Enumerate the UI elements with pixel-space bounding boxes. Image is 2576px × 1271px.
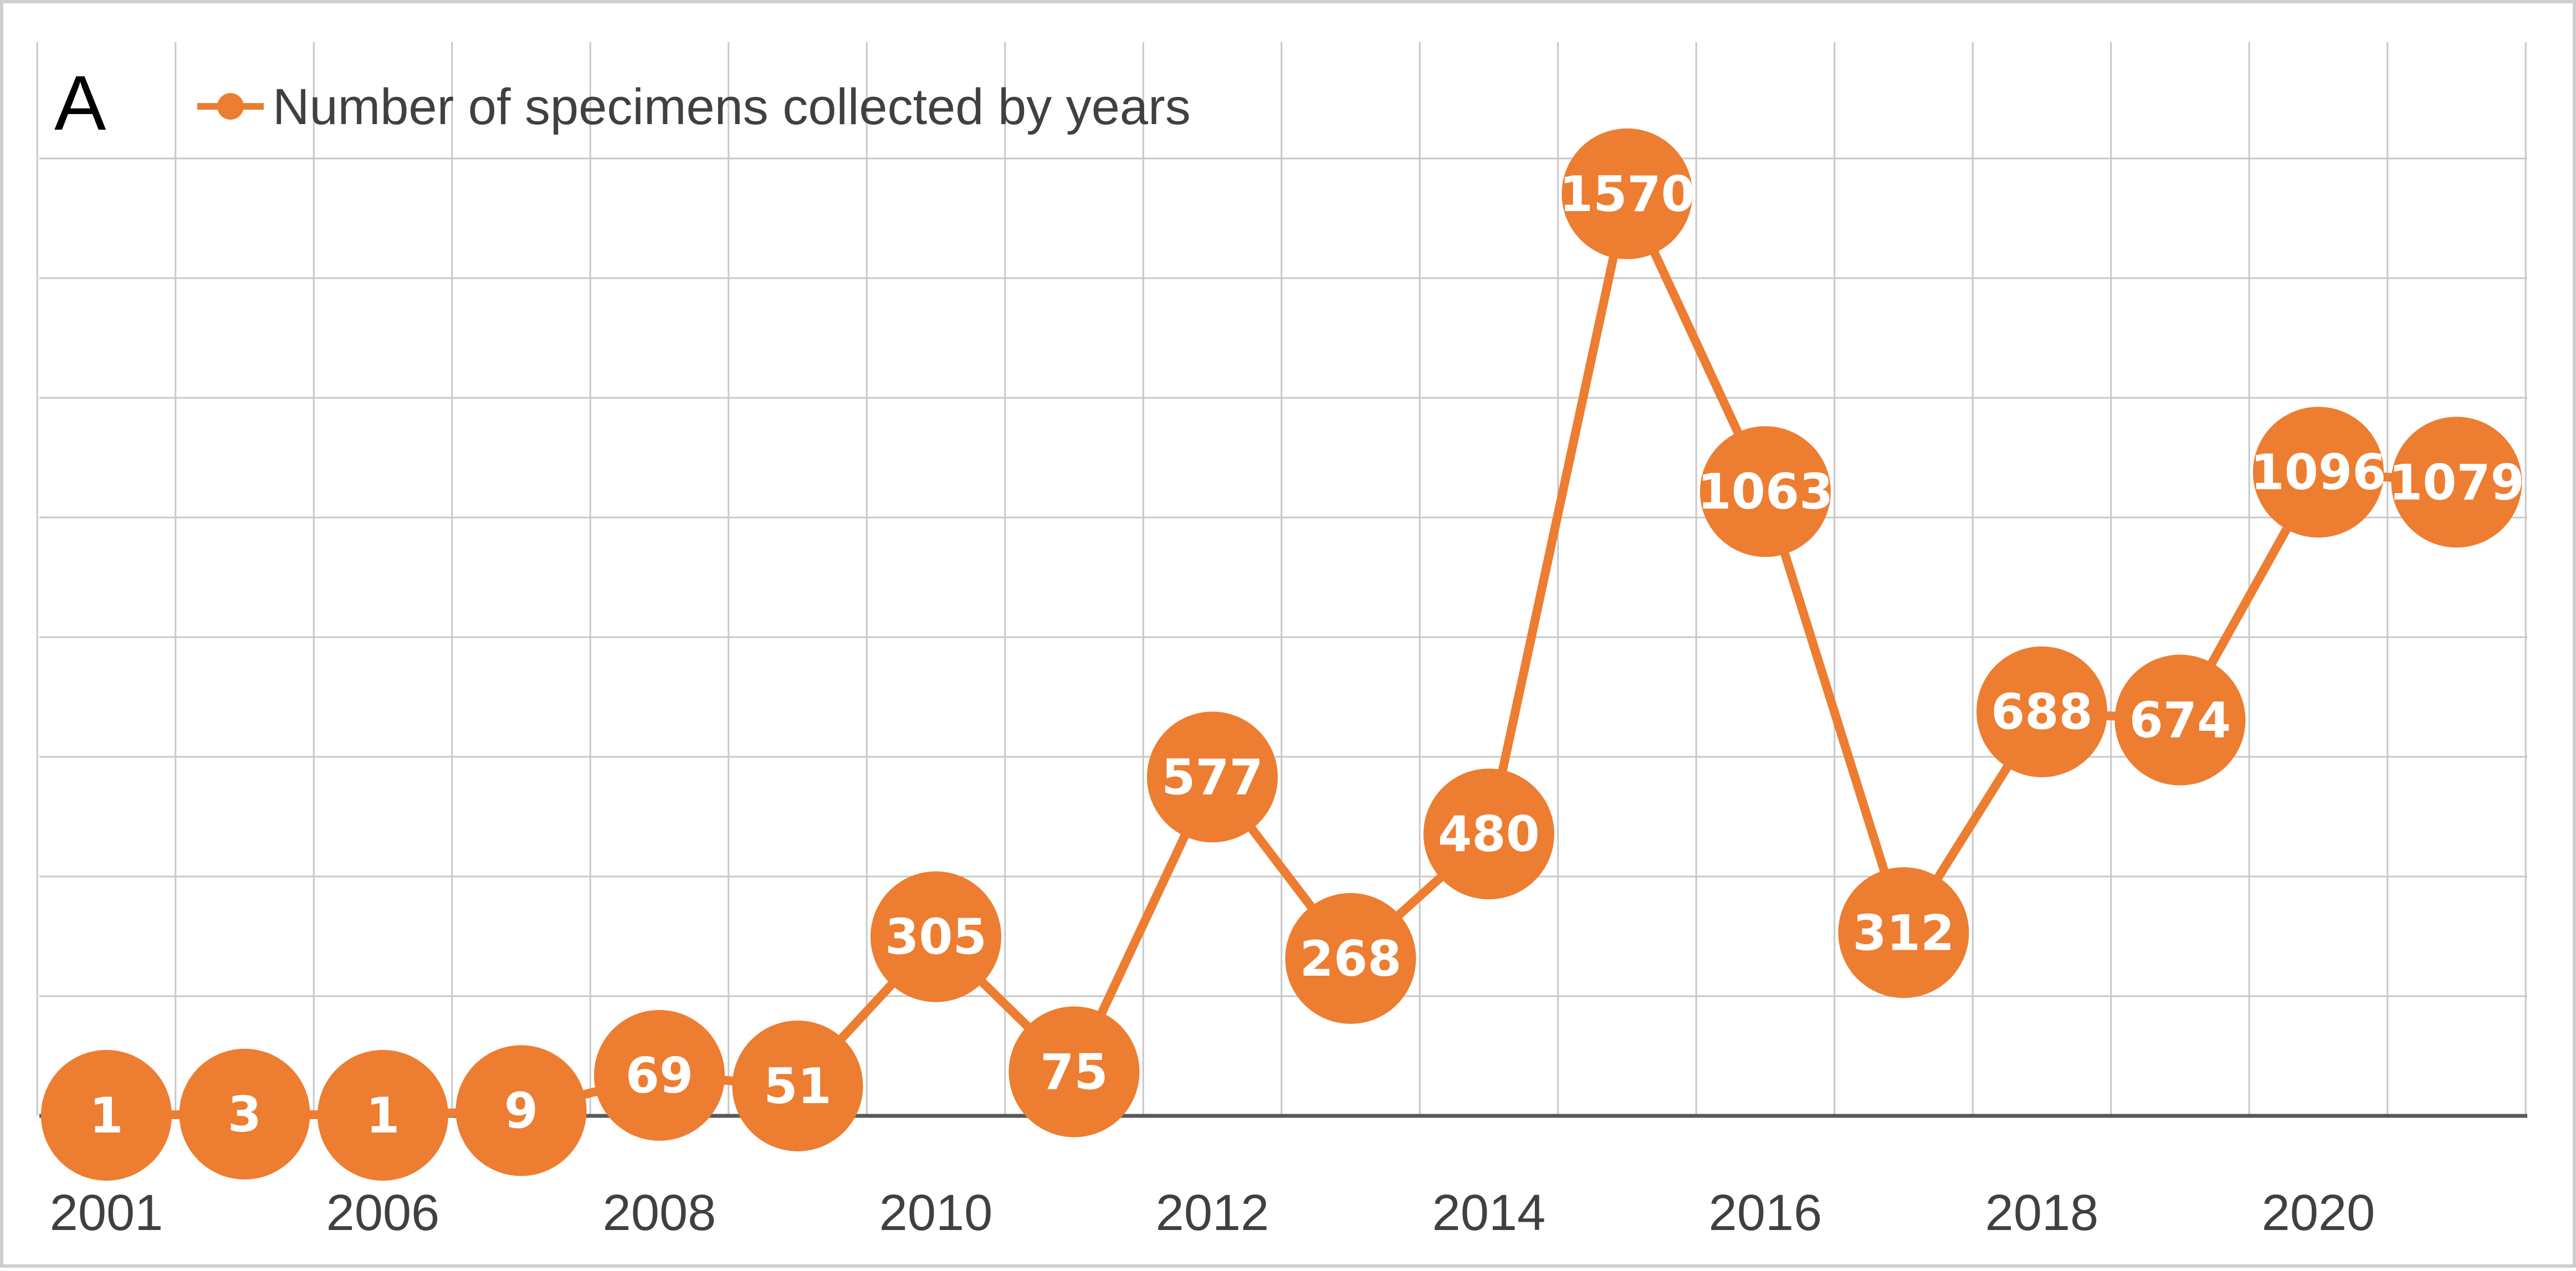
- data-label: 1: [89, 1087, 123, 1144]
- data-point-marker: [455, 1045, 587, 1176]
- x-tick-label: 2006: [326, 1185, 440, 1241]
- data-point-marker: [1700, 426, 1831, 557]
- data-label: 9: [504, 1082, 538, 1139]
- data-point-marker: [732, 1020, 863, 1151]
- data-label: 688: [1991, 684, 2093, 741]
- data-point-marker: [1147, 711, 1278, 843]
- data-point-marker: [594, 1009, 725, 1141]
- x-tick-label: 2020: [2262, 1185, 2375, 1241]
- data-label: 305: [885, 909, 987, 966]
- data-series: 1 3 1 9 69 51 305 75 577 268 480 1570 1063 312 688 674 1…: [41, 128, 2524, 1181]
- data-label: 69: [626, 1047, 693, 1104]
- data-label: 1096: [2251, 444, 2386, 501]
- x-tick-label: 2018: [1985, 1185, 2099, 1241]
- data-point-marker: [2391, 417, 2522, 548]
- data-point-marker: [179, 1048, 310, 1180]
- x-tick-label: 2014: [1432, 1185, 1546, 1241]
- x-tick-label: 2010: [879, 1185, 993, 1241]
- data-label: 51: [764, 1058, 831, 1115]
- data-label: 577: [1161, 749, 1263, 806]
- x-tick-label: 2001: [50, 1185, 163, 1241]
- data-label: 3: [228, 1086, 262, 1143]
- x-tick-label: 2008: [603, 1185, 716, 1241]
- data-point-marker: [1008, 1006, 1140, 1137]
- data-label: 480: [1438, 806, 1540, 863]
- legend-marker-icon: [217, 93, 244, 120]
- data-point-marker: [1561, 128, 1693, 259]
- data-label: 268: [1300, 930, 1402, 987]
- data-label: 312: [1853, 904, 1955, 961]
- x-tick-label: 2016: [1709, 1185, 1822, 1241]
- data-point-marker: [870, 871, 1001, 1002]
- data-point-marker: [41, 1049, 172, 1181]
- line-chart: 1 3 1 9 69 51 305 75 577 268 480 1570 1063 312 688 674 1…: [36, 42, 2527, 1241]
- x-tick-label: 2012: [1156, 1185, 1269, 1241]
- x-tick-labels: 2001 2006 2008 2010 2012 2014 2016 2018 2020: [50, 1185, 2375, 1241]
- legend: Number of specimens collected by years: [197, 79, 1191, 135]
- data-point-marker: [2114, 654, 2246, 786]
- panel-label: A: [54, 59, 106, 146]
- data-point-marker: [2253, 407, 2384, 538]
- data-label: 674: [2129, 692, 2231, 749]
- data-label: 1063: [1698, 463, 1834, 520]
- data-label: 1079: [2389, 454, 2524, 511]
- data-point-marker: [1285, 893, 1416, 1024]
- data-label: 1: [366, 1087, 400, 1144]
- data-point-marker: [1423, 768, 1554, 900]
- data-point-marker: [1838, 867, 1969, 998]
- data-point-marker: [317, 1049, 448, 1181]
- legend-label: Number of specimens collected by years: [273, 79, 1191, 135]
- grid-lines: [36, 42, 2527, 1116]
- data-label: 75: [1040, 1044, 1108, 1101]
- data-label: 1570: [1559, 166, 1695, 223]
- data-point-marker: [1976, 646, 2107, 777]
